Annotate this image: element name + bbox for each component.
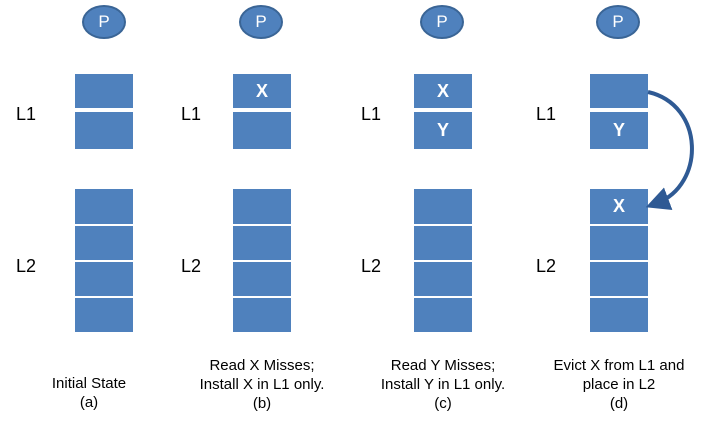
panel-a: P L1 L2 Initial State (a) bbox=[0, 0, 170, 431]
l2-block bbox=[75, 189, 133, 224]
l2-cache bbox=[414, 189, 472, 332]
l2-block bbox=[414, 224, 472, 260]
l2-block bbox=[590, 224, 648, 260]
caption-line: place in L2 bbox=[582, 376, 656, 393]
caption-line: Evict X from L1 and bbox=[553, 357, 685, 374]
l2-block bbox=[233, 189, 291, 224]
l1-block bbox=[75, 74, 133, 108]
l1-block: Y bbox=[414, 112, 472, 149]
l2-cache: X bbox=[590, 189, 648, 332]
caption-line: Read Y Misses; bbox=[390, 357, 496, 374]
l2-block bbox=[75, 296, 133, 332]
l2-block bbox=[233, 224, 291, 260]
l2-block bbox=[233, 296, 291, 332]
caption-line: Install X in L1 only. bbox=[199, 376, 325, 393]
l1-block: X bbox=[414, 74, 472, 108]
processor-node: P bbox=[82, 5, 126, 39]
l1-block bbox=[75, 112, 133, 149]
l2-block bbox=[233, 260, 291, 296]
l2-block bbox=[414, 189, 472, 224]
l2-block: X bbox=[590, 189, 648, 224]
l2-label: L2 bbox=[181, 256, 202, 276]
l2-block bbox=[414, 296, 472, 332]
processor-node: P bbox=[596, 5, 640, 39]
caption-line: Initial State bbox=[51, 375, 127, 392]
l2-block bbox=[75, 260, 133, 296]
caption: Read Y Misses; Install Y in L1 only. (c) bbox=[358, 356, 528, 413]
l2-cache bbox=[75, 189, 133, 332]
l2-block bbox=[590, 260, 648, 296]
caption: Initial State (a) bbox=[4, 374, 174, 412]
caption-line: (b) bbox=[252, 395, 272, 412]
l2-cache bbox=[233, 189, 291, 332]
l2-block bbox=[414, 260, 472, 296]
l2-label: L2 bbox=[16, 256, 37, 276]
l1-label: L1 bbox=[16, 104, 37, 124]
l1-block: Y bbox=[590, 112, 648, 149]
l1-block bbox=[590, 74, 648, 108]
l1-block: X bbox=[233, 74, 291, 108]
l1-label: L1 bbox=[536, 104, 557, 124]
caption-line: (c) bbox=[434, 395, 452, 412]
l2-label: L2 bbox=[361, 256, 382, 276]
processor-node: P bbox=[239, 5, 283, 39]
caption-line: Install Y in L1 only. bbox=[380, 376, 506, 393]
l2-label: L2 bbox=[536, 256, 557, 276]
caption: Evict X from L1 and place in L2 (d) bbox=[534, 356, 704, 413]
caption-line: Read X Misses; bbox=[209, 357, 315, 374]
caption-line: (d) bbox=[609, 395, 629, 412]
caption-line: (a) bbox=[79, 394, 99, 411]
processor-node: P bbox=[420, 5, 464, 39]
l1-block bbox=[233, 112, 291, 149]
l1-label: L1 bbox=[361, 104, 382, 124]
caption: Read X Misses; Install X in L1 only. (b) bbox=[177, 356, 347, 413]
l2-block bbox=[590, 296, 648, 332]
l2-block bbox=[75, 224, 133, 260]
l1-label: L1 bbox=[181, 104, 202, 124]
